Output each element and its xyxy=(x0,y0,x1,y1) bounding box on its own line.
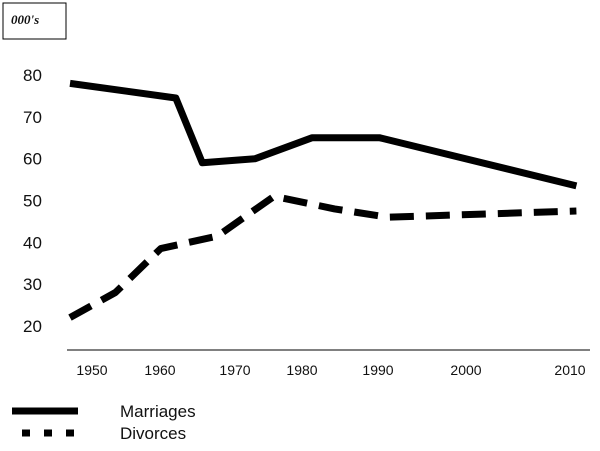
x-tick-label: 1990 xyxy=(362,362,393,378)
x-tick-labels: 1950 1960 1970 1980 1990 2000 2010 xyxy=(76,362,585,378)
legend-label-divorces: Divorces xyxy=(120,424,186,443)
x-tick-label: 2000 xyxy=(450,362,481,378)
y-tick-label: 40 xyxy=(23,233,42,252)
x-tick-label: 1980 xyxy=(286,362,317,378)
y-tick-labels: 20 30 40 50 60 70 80 xyxy=(23,66,42,336)
unit-label: 000's xyxy=(11,12,39,27)
x-tick-label: 2010 xyxy=(554,362,585,378)
y-tick-label: 50 xyxy=(23,192,42,211)
y-tick-label: 20 xyxy=(23,317,42,336)
series-line-marriages xyxy=(69,79,578,190)
series-lines xyxy=(68,79,578,321)
y-tick-label: 70 xyxy=(23,108,42,127)
unit-box xyxy=(2,2,67,40)
x-tick-label: 1960 xyxy=(144,362,175,378)
y-tick-label: 80 xyxy=(23,66,42,85)
y-tick-label: 30 xyxy=(23,275,42,294)
y-tick-label: 60 xyxy=(23,150,42,169)
series-line-divorces xyxy=(68,192,577,321)
x-tick-label: 1970 xyxy=(219,362,250,378)
legend: Marriages Divorces xyxy=(12,402,196,443)
legend-label-marriages: Marriages xyxy=(120,402,196,421)
x-tick-label: 1950 xyxy=(76,362,107,378)
